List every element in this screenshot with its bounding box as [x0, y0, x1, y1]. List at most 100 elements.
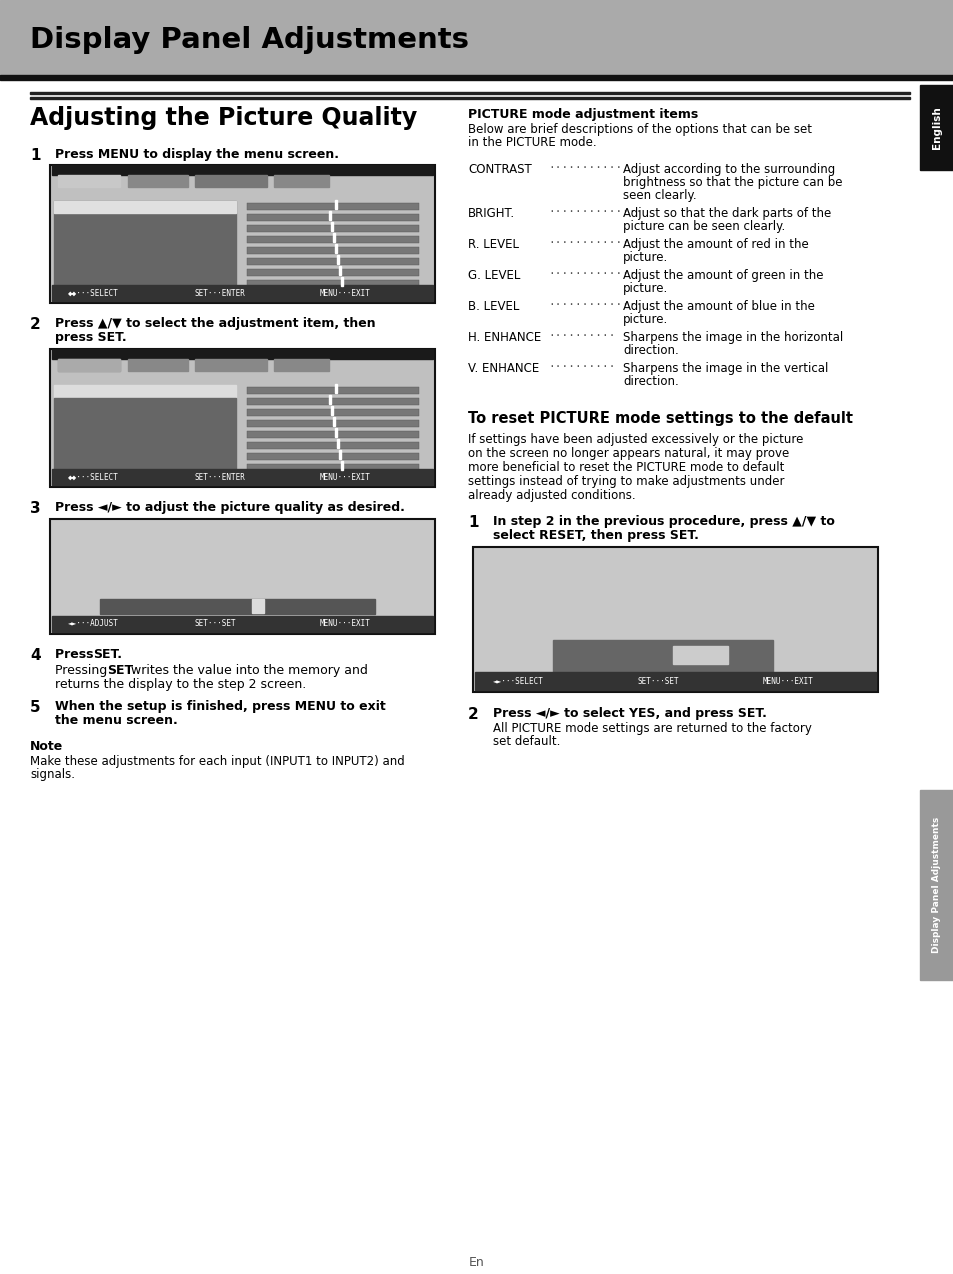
Bar — [336, 255, 338, 264]
Text: PICTURE mode adjustment items: PICTURE mode adjustment items — [468, 108, 698, 121]
Bar — [274, 359, 329, 371]
Text: Display Panel Adjustments: Display Panel Adjustments — [931, 817, 941, 953]
Text: 5: 5 — [30, 699, 41, 715]
Bar — [247, 214, 418, 220]
Bar — [52, 285, 433, 301]
Text: writes the value into the memory and: writes the value into the memory and — [127, 664, 368, 676]
Bar — [247, 269, 418, 276]
Bar — [247, 420, 418, 427]
Bar — [128, 175, 188, 187]
Bar — [247, 464, 418, 471]
Text: select RESET, then press SET.: select RESET, then press SET. — [493, 529, 699, 541]
Bar — [52, 617, 433, 632]
Text: Pressing: Pressing — [55, 664, 112, 676]
Text: Make these adjustments for each input (INPUT1 to INPUT2) and: Make these adjustments for each input (I… — [30, 755, 404, 768]
Bar — [336, 440, 338, 448]
Text: MENU···EXIT: MENU···EXIT — [319, 288, 371, 298]
Text: picture.: picture. — [622, 313, 667, 326]
Bar — [331, 222, 333, 231]
Bar — [335, 245, 336, 254]
Text: SET···SET: SET···SET — [194, 619, 236, 628]
Bar — [54, 201, 235, 290]
Bar — [247, 236, 418, 243]
Text: SET···ENTER: SET···ENTER — [194, 288, 246, 298]
Text: returns the display to the step 2 screen.: returns the display to the step 2 screen… — [55, 678, 306, 691]
Text: When the setup is finished, press MENU to exit: When the setup is finished, press MENU t… — [55, 699, 385, 713]
Bar — [128, 359, 188, 371]
Text: Adjust the amount of red in the: Adjust the amount of red in the — [622, 238, 808, 251]
Bar — [30, 92, 909, 94]
Text: ◄►···SELECT: ◄►···SELECT — [493, 676, 543, 685]
Text: Display Panel Adjustments: Display Panel Adjustments — [30, 27, 469, 55]
Text: Press ▲/▼ to select the adjustment item, then: Press ▲/▼ to select the adjustment item,… — [55, 317, 375, 330]
Text: BRIGHT.: BRIGHT. — [468, 206, 515, 220]
Text: ··········: ·········· — [547, 331, 615, 341]
Text: SET: SET — [107, 664, 133, 676]
Bar — [247, 442, 418, 448]
Bar — [333, 417, 335, 426]
Text: 2: 2 — [30, 317, 41, 333]
Text: ··············: ·············· — [547, 238, 641, 248]
Text: Note: Note — [30, 740, 63, 753]
Bar — [475, 671, 875, 691]
Bar — [672, 646, 727, 664]
Text: brightness so that the picture can be: brightness so that the picture can be — [622, 176, 841, 189]
Bar — [335, 200, 336, 209]
Text: the menu screen.: the menu screen. — [55, 713, 177, 727]
Bar — [247, 259, 418, 265]
Bar — [54, 385, 235, 397]
Text: 1: 1 — [468, 515, 478, 530]
Text: SET···ENTER: SET···ENTER — [194, 473, 246, 482]
Text: V. ENHANCE: V. ENHANCE — [468, 362, 538, 375]
Text: ···········: ··········· — [547, 163, 621, 173]
Bar — [335, 428, 336, 437]
Text: 2: 2 — [468, 707, 478, 722]
Bar — [247, 454, 418, 460]
Bar — [331, 406, 333, 415]
Bar — [0, 75, 953, 80]
Text: press SET.: press SET. — [55, 331, 127, 344]
Text: Adjust so that the dark parts of the: Adjust so that the dark parts of the — [622, 206, 830, 220]
Text: En: En — [469, 1255, 484, 1269]
Text: SET···SET: SET···SET — [638, 676, 679, 685]
Text: ◆◆···SELECT: ◆◆···SELECT — [68, 473, 119, 482]
Text: direction.: direction. — [622, 344, 678, 357]
Bar — [52, 166, 433, 175]
Text: If settings have been adjusted excessively or the picture: If settings have been adjusted excessive… — [468, 433, 802, 446]
Bar — [329, 211, 331, 220]
Text: ··············: ·············· — [547, 206, 641, 217]
Text: seen clearly.: seen clearly. — [622, 189, 696, 203]
Bar — [30, 97, 909, 99]
Text: Below are brief descriptions of the options that can be set: Below are brief descriptions of the opti… — [468, 124, 811, 136]
Text: B. LEVEL: B. LEVEL — [468, 299, 518, 313]
Text: In step 2 in the previous procedure, press ▲/▼ to: In step 2 in the previous procedure, pre… — [493, 515, 834, 527]
Text: Press MENU to display the menu screen.: Press MENU to display the menu screen. — [55, 148, 338, 161]
Text: MENU···EXIT: MENU···EXIT — [319, 619, 371, 628]
Text: R. LEVEL: R. LEVEL — [468, 238, 518, 251]
Bar — [247, 247, 418, 254]
Text: Sharpens the image in the vertical: Sharpens the image in the vertical — [622, 362, 827, 375]
Bar — [473, 547, 877, 692]
Bar — [58, 359, 120, 371]
Bar — [52, 469, 433, 485]
Text: picture.: picture. — [622, 251, 667, 264]
Bar — [247, 409, 418, 417]
Text: ··············: ·············· — [547, 269, 641, 279]
Text: in the PICTURE mode.: in the PICTURE mode. — [468, 136, 596, 149]
Text: ◆◆···SELECT: ◆◆···SELECT — [68, 288, 119, 298]
Bar — [340, 276, 343, 285]
Text: Adjusting the Picture Quality: Adjusting the Picture Quality — [30, 106, 416, 130]
Text: ··············: ·············· — [547, 299, 641, 310]
Bar — [252, 599, 264, 613]
Text: MENU···EXIT: MENU···EXIT — [319, 473, 371, 482]
Text: 3: 3 — [30, 501, 41, 516]
Text: signals.: signals. — [30, 768, 75, 781]
Bar — [247, 225, 418, 232]
Bar — [194, 175, 267, 187]
Bar — [50, 349, 435, 487]
Bar — [50, 166, 435, 303]
Bar — [50, 519, 435, 634]
Text: ··········: ·········· — [547, 362, 615, 372]
Text: ◄►···ADJUST: ◄►···ADJUST — [68, 619, 119, 628]
Text: Press ◄/► to select YES, and press SET.: Press ◄/► to select YES, and press SET. — [493, 707, 766, 720]
